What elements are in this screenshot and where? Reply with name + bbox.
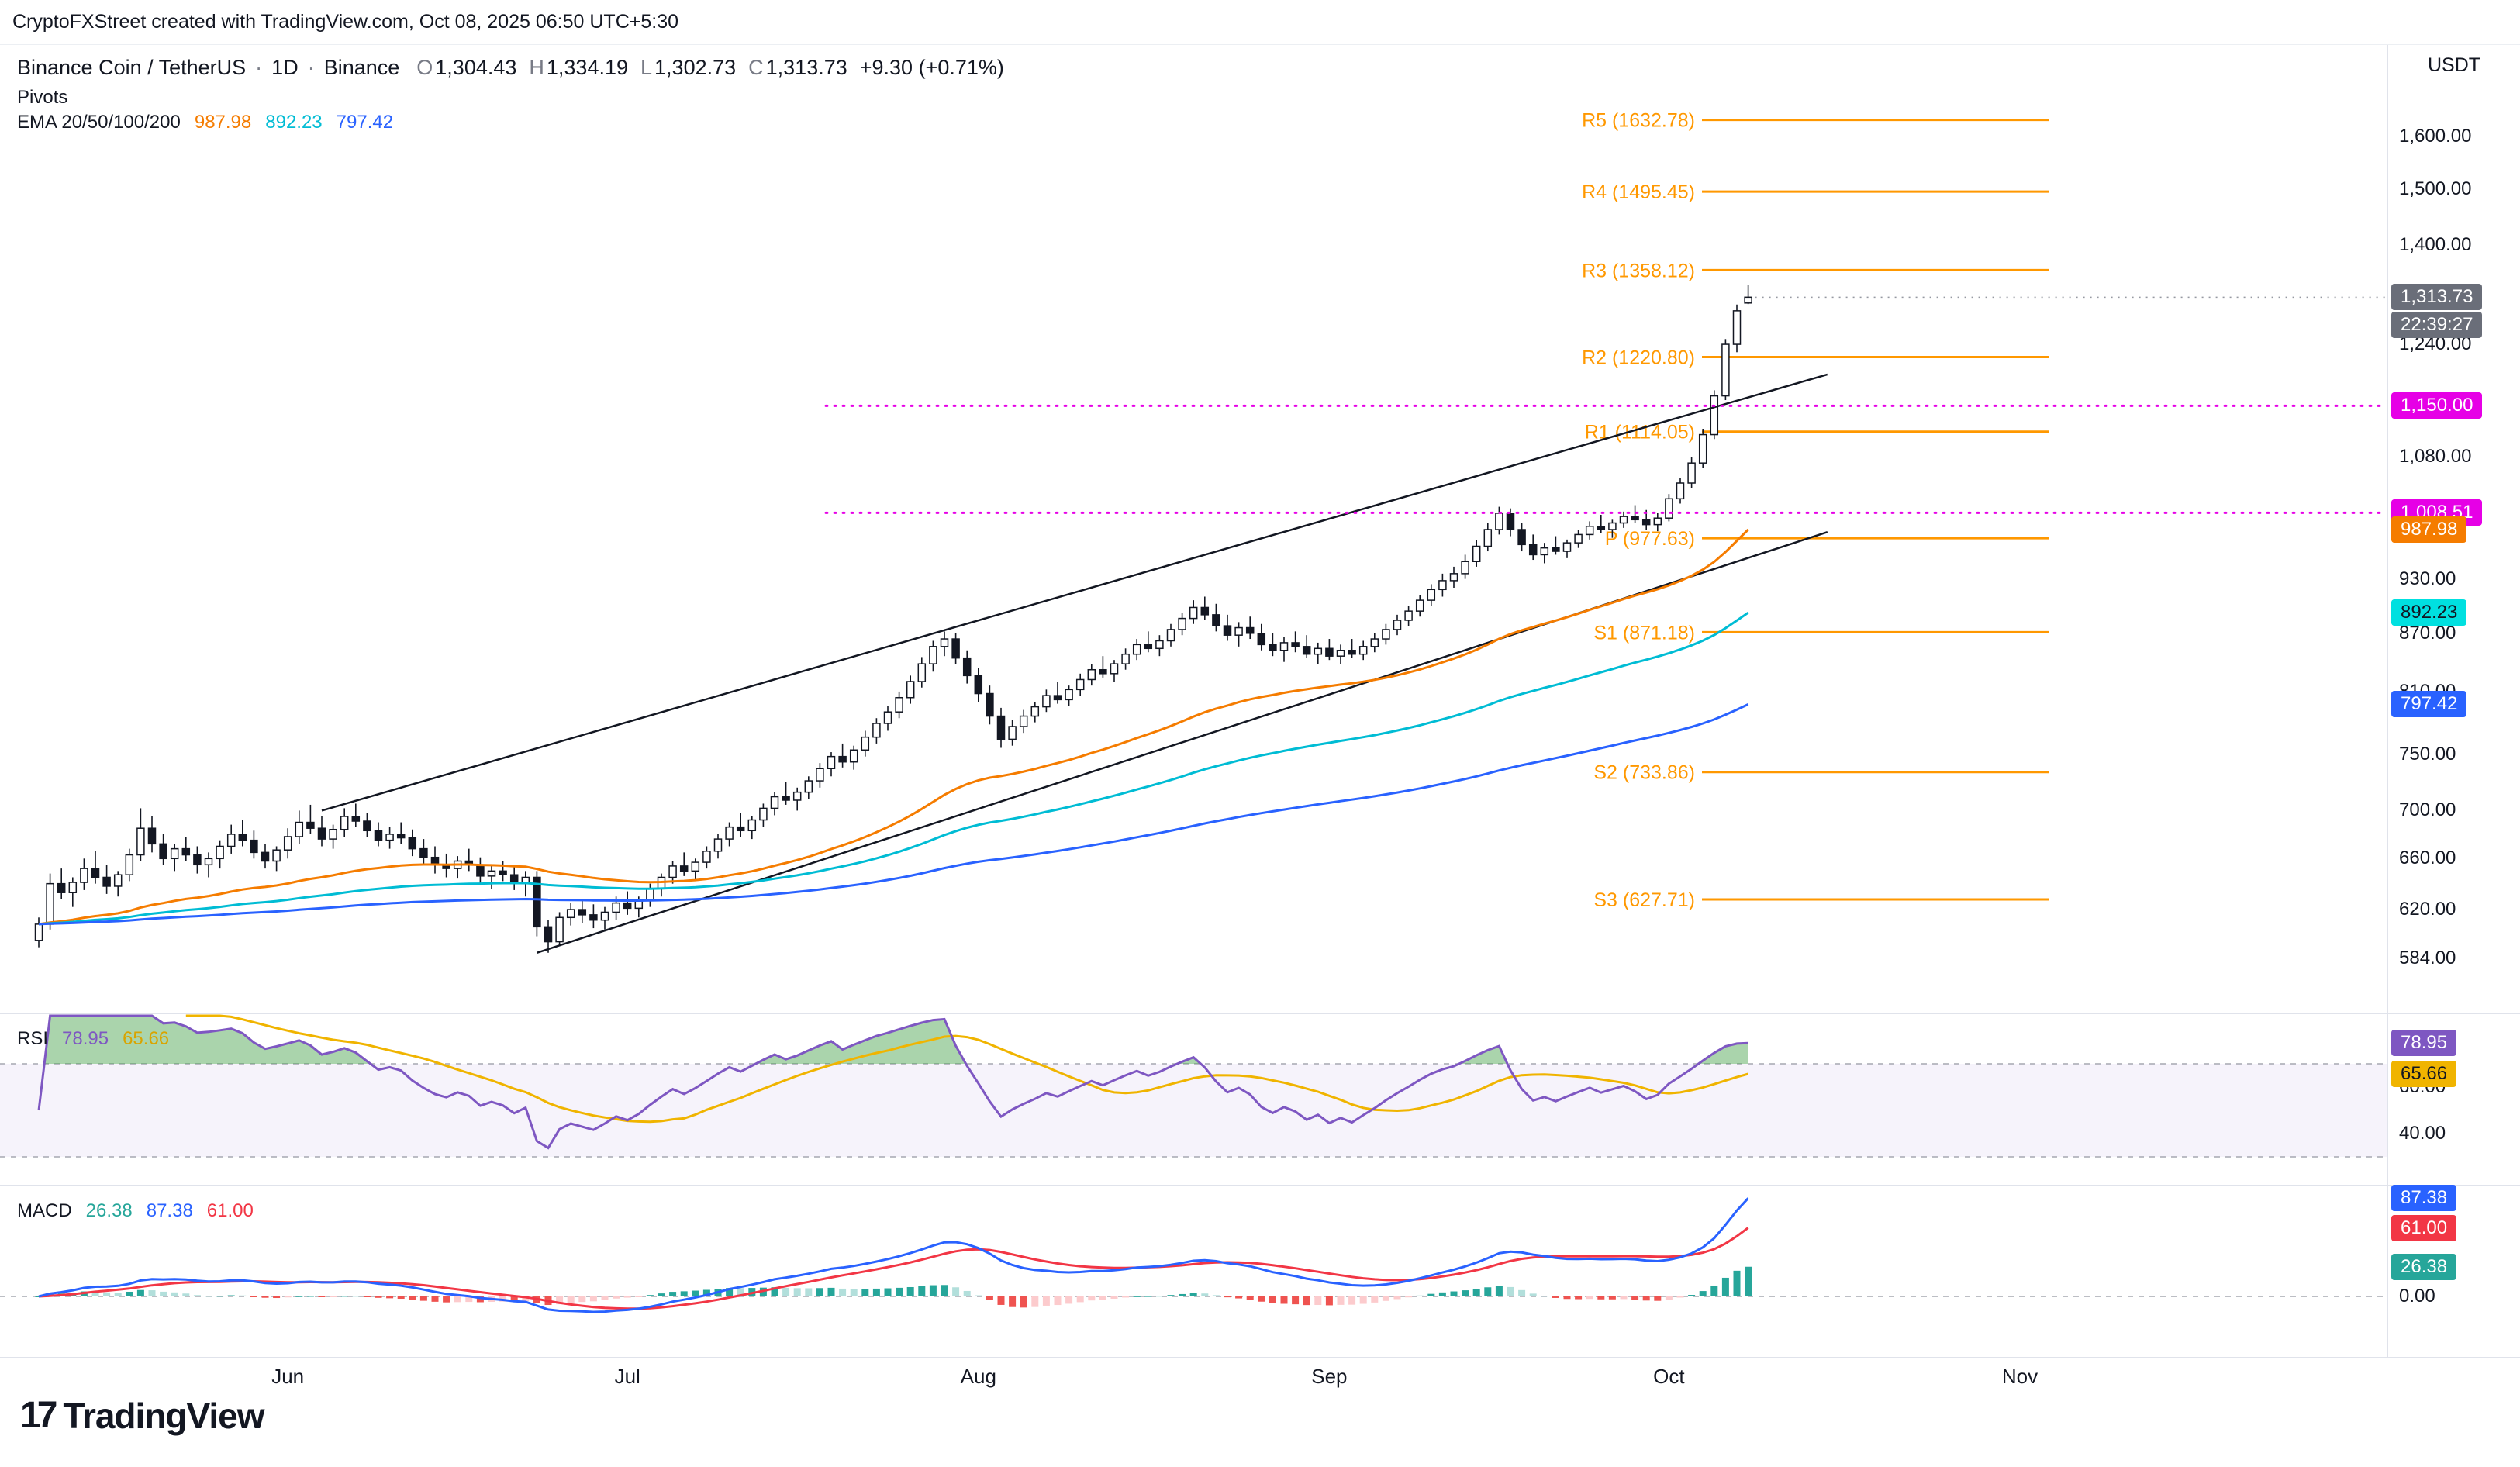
month-label: Jun (271, 1365, 305, 1388)
price-tick: 870.00 (2399, 622, 2456, 644)
pivot-label: R2 (1220.80) (1582, 347, 1695, 368)
price-scale[interactable]: USDT (2387, 45, 2520, 1357)
symbol-header: Binance Coin / TetherUS · 1D · Binance O… (17, 56, 1004, 80)
month-label: Aug (960, 1365, 996, 1388)
month-label: Nov (2001, 1365, 2038, 1388)
macd-legend-label: MACD (17, 1200, 72, 1221)
pivot-label: S1 (871.18) (1593, 622, 1695, 644)
price-tick: 700.00 (2399, 799, 2456, 821)
macd-line-badge: 87.38 (2391, 1185, 2457, 1212)
countdown-badge: 22:39:27 (2391, 312, 2483, 339)
price-tick: 750.00 (2399, 743, 2456, 765)
ema100-badge: 892.23 (2391, 599, 2467, 626)
ema-legend[interactable]: EMA 20/50/100/200 987.98 892.23 797.42 (17, 112, 393, 133)
macd-value: 61.00 (206, 1200, 254, 1221)
ohlc-values: O 1,304.43 H 1,334.19 L 1,302.73 C 1,313.73 … (416, 56, 1004, 80)
open-label: O (416, 56, 433, 79)
rsi-badge: 78.95 (2391, 1030, 2457, 1057)
ema-legend-values: 987.98 892.23 797.42 (195, 112, 393, 133)
price-tick: 1,400.00 (2399, 234, 2472, 256)
close-value: 1,313.73 (765, 56, 847, 79)
interval-label[interactable]: 1D (271, 56, 299, 79)
tradingview-logo-text: TradingView (63, 1395, 264, 1436)
pane-divider-rsi[interactable] (0, 1185, 2520, 1186)
price-tick: 620.00 (2399, 899, 2456, 920)
rsi-legend[interactable]: RSI 78.95 65.66 (17, 1028, 169, 1050)
last-price-badge: 1,313.73 (2391, 284, 2483, 311)
pane-divider-main[interactable] (0, 1013, 2520, 1014)
price-tick: 1,080.00 (2399, 446, 2472, 468)
pivot-label: P (977.63) (1605, 528, 1695, 550)
macd-hist-badge: 26.38 (2391, 1253, 2457, 1280)
pivots-legend-label: Pivots (17, 87, 68, 108)
rsi-legend-label: RSI (17, 1028, 49, 1049)
rsi-legend-values: 78.95 65.66 (62, 1028, 169, 1050)
pane-divider-macd (0, 1357, 2520, 1358)
high-value: 1,334.19 (546, 56, 628, 79)
price-tick: 660.00 (2399, 847, 2456, 869)
ema50-badge: 987.98 (2391, 516, 2467, 544)
rsi-value: 65.66 (123, 1028, 170, 1049)
pivot-label: R4 (1495.45) (1582, 181, 1695, 203)
top-bar: CryptoFXStreet created with TradingView.… (0, 0, 2520, 45)
ema-legend-label: EMA 20/50/100/200 (17, 112, 181, 133)
low-label: L (640, 56, 653, 79)
pivot-label: R3 (1358.12) (1582, 260, 1695, 281)
macd-legend-values: 26.38 87.38 61.00 (86, 1200, 254, 1222)
month-label: Sep (1311, 1365, 1348, 1388)
macd-signal-badge: 61.00 (2391, 1214, 2457, 1241)
pivots-legend[interactable]: Pivots (17, 87, 67, 109)
price-scale-currency[interactable]: USDT (2427, 54, 2481, 76)
macd-tick: 0.00 (2399, 1286, 2435, 1306)
price-tick: 1,600.00 (2399, 126, 2472, 147)
change-value: +9.30 (+0.71%) (859, 56, 1004, 79)
price-tick: 1,500.00 (2399, 178, 2472, 199)
rsi-value: 78.95 (62, 1028, 109, 1049)
attribution-text: CryptoFXStreet created with TradingView.… (12, 11, 679, 33)
pivot-label: R5 (1632.78) (1582, 110, 1695, 132)
macd-value: 87.38 (146, 1200, 193, 1221)
ema-value: 892.23 (265, 112, 323, 133)
hline-1150-badge: 1,150.00 (2391, 392, 2483, 419)
rsi-ma-badge: 65.66 (2391, 1061, 2457, 1088)
separator: · (307, 56, 315, 79)
ema-value: 797.42 (336, 112, 394, 133)
open-value: 1,304.43 (435, 56, 517, 79)
tradingview-logo-mark: 17 (20, 1395, 57, 1436)
separator: · (255, 56, 263, 79)
rsi-tick: 40.00 (2399, 1123, 2446, 1144)
month-label: Jul (614, 1365, 640, 1388)
pivot-label: S3 (627.71) (1593, 889, 1695, 911)
low-value: 1,302.73 (654, 56, 737, 79)
high-label: H (529, 56, 544, 79)
pivot-label: S2 (733.86) (1593, 762, 1695, 784)
ema200-badge: 797.42 (2391, 691, 2467, 718)
price-tick: 584.00 (2399, 947, 2456, 968)
symbol-title[interactable]: Binance Coin / TetherUS (17, 56, 247, 79)
month-label: Oct (1653, 1365, 1685, 1388)
exchange-label: Binance (323, 56, 400, 79)
macd-legend[interactable]: MACD 26.38 87.38 61.00 (17, 1200, 254, 1222)
ema-value: 987.98 (194, 112, 252, 133)
macd-value: 26.38 (85, 1200, 133, 1221)
tradingview-logo[interactable]: 17 TradingView (20, 1394, 265, 1437)
close-label: C (748, 56, 764, 79)
price-tick: 930.00 (2399, 568, 2456, 589)
